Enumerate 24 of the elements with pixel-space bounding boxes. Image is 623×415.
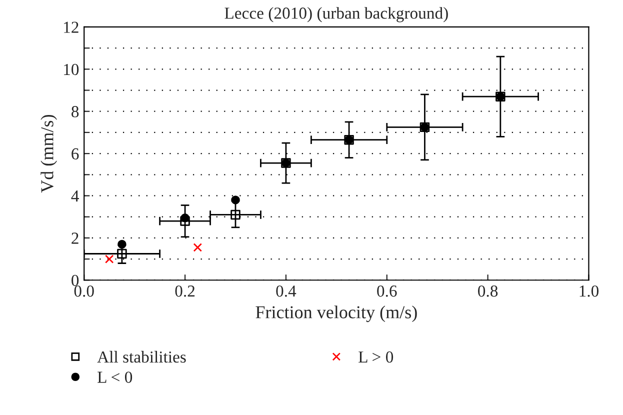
- y-tick-label: 2: [72, 232, 78, 244]
- point: [118, 240, 126, 249]
- y-axis-title: Vd (mm/s): [40, 114, 58, 193]
- y-tick-label: 12: [64, 22, 78, 33]
- x-tick-label: 0.0: [74, 285, 94, 297]
- chart-title: Lecce (2010) (urban background): [224, 7, 448, 22]
- legend-label: L < 0: [98, 372, 132, 383]
- point: [180, 214, 190, 222]
- point: [231, 196, 240, 204]
- x-tick-label: 0.6: [377, 285, 397, 297]
- x-tick-label: 0.4: [276, 285, 296, 297]
- legend-label: All stabilities: [97, 350, 186, 363]
- x-axis-title: Friction velocity (m/s): [256, 306, 417, 322]
- x-tick-label: 1.0: [580, 285, 599, 297]
- legend-label: L > 0: [358, 351, 394, 363]
- y-tick-label: 6: [72, 148, 79, 160]
- y-tick-label: 0: [72, 274, 79, 286]
- point: [193, 243, 202, 252]
- x-tick-label: 0.8: [478, 285, 498, 297]
- y-tick-label: 4: [71, 190, 79, 202]
- x-tick-label: 0.2: [175, 285, 195, 297]
- y-tick-label: 10: [64, 64, 79, 76]
- point: [104, 254, 114, 264]
- y-tick-label: 8: [72, 106, 79, 118]
